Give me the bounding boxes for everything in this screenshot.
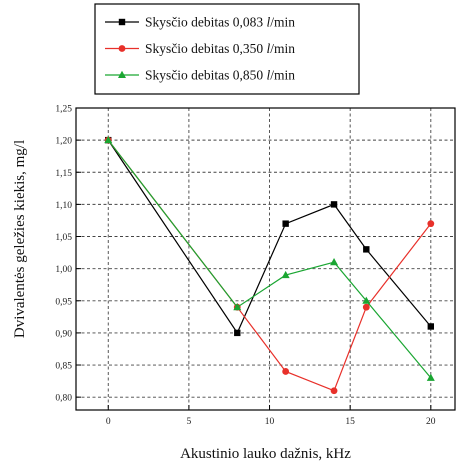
x-tick-label: 15: [345, 417, 355, 427]
y-tick-label: 1,05: [55, 233, 72, 243]
data-point-square: [282, 220, 289, 227]
data-point-square: [118, 18, 126, 26]
y-tick-label: 1,10: [55, 201, 72, 211]
legend-item: Skysčio debitas 0,350 l/min: [105, 41, 295, 56]
y-tick-label: 1,00: [55, 265, 72, 275]
data-point-circle: [427, 220, 435, 228]
x-tick-label: 10: [265, 417, 275, 427]
data-point-triangle: [233, 302, 242, 311]
data-point-triangle: [362, 296, 371, 304]
data-point-circle: [282, 368, 290, 375]
data-point-triangle: [281, 270, 290, 279]
series-line: [107, 139, 432, 335]
y-tick-label: 1,25: [55, 105, 72, 115]
x-tick-label: 0: [106, 417, 111, 427]
data-point-circle: [118, 45, 126, 52]
y-tick-label: 0,85: [55, 362, 72, 372]
legend-label: Skysčio debitas 0,350 l/min: [145, 41, 295, 56]
y-tick-label: 0,95: [55, 297, 72, 307]
legend-label: Skysčio debitas 0,083 l/min: [145, 15, 295, 30]
series-line: [107, 139, 432, 379]
series-line: [107, 139, 432, 392]
x-axis-title: Akustinio lauko dažnis, kHz: [180, 446, 351, 462]
legend-item: Skysčio debitas 0,850 l/min: [105, 68, 295, 83]
y-tick-label: 0,80: [55, 394, 72, 404]
x-tick-label: 5: [187, 417, 192, 427]
data-point-square: [234, 329, 241, 337]
data-point-square: [363, 246, 370, 253]
data-point-triangle: [426, 373, 435, 381]
y-tick-label: 1,20: [55, 137, 72, 147]
data-point-square: [427, 323, 435, 330]
series-3: [104, 135, 435, 381]
data-point-triangle: [330, 258, 339, 266]
axis-ticks: 0,80 0,85 0,90 0,95 1,00 1,05 1,10 1,15 1,20 1,25…: [55, 105, 435, 428]
y-tick-label: 1,15: [55, 169, 72, 179]
legend-item: Skysčio debitas 0,083 l/min: [105, 15, 295, 30]
data-point-circle: [330, 387, 338, 395]
grid-lines: [76, 108, 455, 410]
data-point-circle: [362, 303, 370, 311]
y-tick-label: 0,90: [55, 329, 72, 339]
plot-area-frame: [75, 107, 456, 411]
data-point-triangle: [118, 70, 126, 78]
series-group: [104, 135, 435, 395]
y-axis-title: Dvivalentės geležies kiekis, mg/l: [12, 140, 28, 338]
data-point-triangle: [104, 135, 113, 144]
legend-label: Skysčio debitas 0,850 l/min: [145, 68, 295, 83]
x-tick-label: 20: [426, 417, 436, 427]
data-point-square: [330, 201, 338, 208]
legend: Skysčio debitas 0,083 l/min Skysčio debit…: [94, 3, 360, 95]
